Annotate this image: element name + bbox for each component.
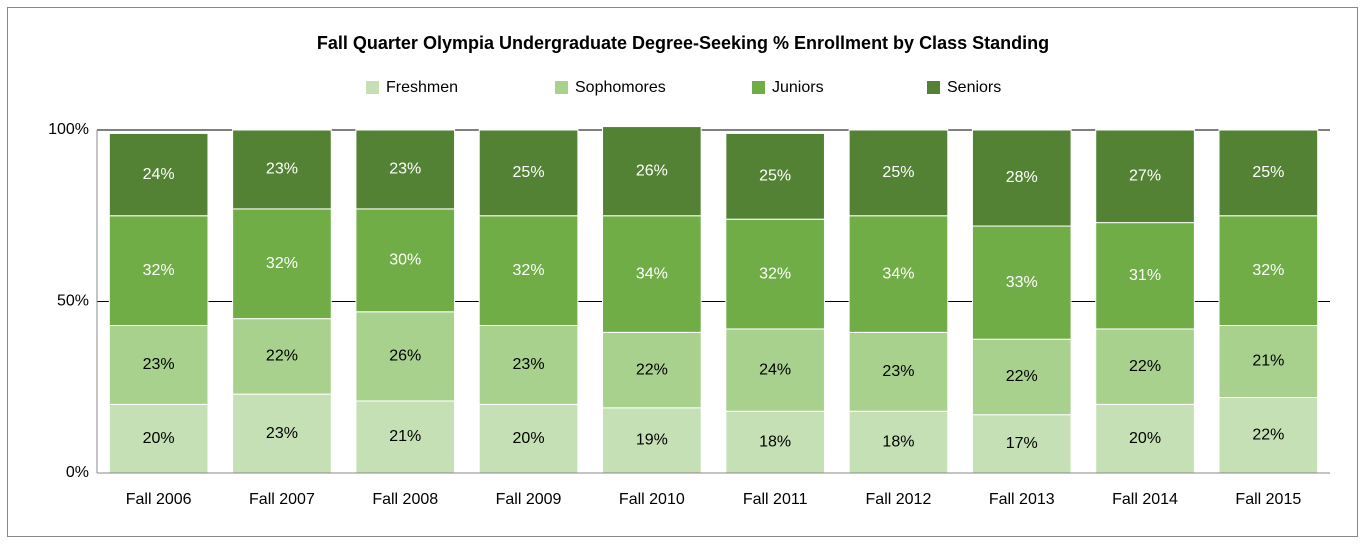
data-label: 19% — [636, 432, 668, 449]
x-tick-label: Fall 2012 — [866, 491, 932, 508]
bar-segment — [355, 208, 456, 313]
bar-segment — [355, 311, 456, 402]
bar-segment — [848, 129, 949, 217]
bar-segment — [602, 215, 702, 333]
bar-segment — [1218, 129, 1319, 217]
bar-segment — [478, 403, 579, 474]
bar-segment — [478, 325, 579, 405]
data-label: 18% — [759, 433, 791, 450]
bar-segment — [725, 132, 825, 220]
bar-segment — [725, 218, 825, 330]
y-tick-label: 50% — [57, 293, 89, 310]
x-tick-label: Fall 2013 — [989, 491, 1055, 508]
data-label: 20% — [513, 430, 545, 447]
bar-segment — [602, 407, 702, 474]
x-tick-label: Fall 2015 — [1235, 491, 1301, 508]
data-label: 25% — [513, 164, 545, 181]
bar-segment — [725, 328, 825, 412]
legend-label: Sophomores — [575, 79, 666, 96]
bar-segment — [108, 132, 209, 217]
data-label: 22% — [266, 348, 298, 365]
data-label: 27% — [1129, 168, 1161, 185]
y-tick-label: 0% — [66, 464, 89, 481]
data-label: 17% — [1006, 435, 1038, 452]
data-label: 25% — [882, 164, 914, 181]
bar-segment — [1218, 325, 1319, 399]
data-label: 33% — [1006, 274, 1038, 291]
bar-segment — [478, 215, 579, 327]
data-label: 28% — [1006, 169, 1038, 186]
legend-label: Seniors — [947, 79, 1001, 96]
data-label: 32% — [513, 262, 545, 279]
data-label: 21% — [1252, 353, 1284, 370]
data-label: 32% — [1252, 262, 1284, 279]
legend-swatch — [752, 81, 765, 94]
data-label: 22% — [1252, 426, 1284, 443]
data-label: 26% — [389, 348, 421, 365]
data-label: 20% — [1129, 430, 1161, 447]
bar-segment — [1218, 397, 1319, 474]
data-label: 25% — [1252, 164, 1284, 181]
data-label: 32% — [759, 265, 791, 282]
x-tick-label: Fall 2014 — [1112, 491, 1178, 508]
bar-segment — [232, 318, 332, 395]
legend-swatch — [366, 81, 379, 94]
data-label: 22% — [636, 361, 668, 378]
bar-segment — [108, 325, 209, 405]
x-tick-label: Fall 2006 — [126, 491, 192, 508]
bar-segment — [971, 225, 1072, 340]
bar-segment — [1095, 129, 1195, 224]
legend-swatch — [927, 81, 940, 94]
data-label: 34% — [882, 265, 914, 282]
bar-segment — [1095, 328, 1195, 405]
data-label: 24% — [759, 361, 791, 378]
data-label: 23% — [143, 356, 175, 373]
bar-segment — [971, 338, 1072, 416]
data-label: 34% — [636, 265, 668, 282]
bar-segment — [355, 129, 456, 210]
data-label: 31% — [1129, 267, 1161, 284]
data-label: 30% — [389, 252, 421, 269]
bar-segment — [232, 129, 332, 210]
y-tick-label: 100% — [48, 121, 89, 138]
bar-segment — [602, 331, 702, 409]
bar-segment — [1095, 403, 1195, 474]
data-label: 25% — [759, 168, 791, 185]
data-label: 22% — [1129, 358, 1161, 375]
data-label: 23% — [882, 363, 914, 380]
data-label: 23% — [266, 425, 298, 442]
x-tick-label: Fall 2009 — [496, 491, 562, 508]
data-label: 21% — [389, 428, 421, 445]
data-label: 23% — [266, 161, 298, 178]
data-label: 20% — [143, 430, 175, 447]
data-label: 32% — [143, 262, 175, 279]
legend-label: Freshmen — [386, 79, 458, 96]
bar-segment — [971, 129, 1072, 227]
data-label: 26% — [636, 162, 668, 179]
bar-segment — [848, 215, 949, 333]
bar-segment — [725, 410, 825, 474]
data-label: 18% — [882, 433, 914, 450]
data-label: 22% — [1006, 368, 1038, 385]
legend-swatch — [555, 81, 568, 94]
bar-segment — [1218, 215, 1319, 327]
x-tick-label: Fall 2007 — [249, 491, 315, 508]
x-tick-label: Fall 2011 — [743, 491, 808, 508]
bar-segment — [848, 410, 949, 474]
data-label: 32% — [266, 255, 298, 272]
bar-segment — [108, 215, 209, 327]
x-tick-label: Fall 2010 — [619, 491, 685, 508]
data-label: 24% — [143, 166, 175, 183]
x-tick-label: Fall 2008 — [372, 491, 438, 508]
chart-title: Fall Quarter Olympia Undergraduate Degre… — [317, 33, 1049, 53]
data-label: 23% — [389, 161, 421, 178]
bar-segment — [602, 126, 702, 217]
bar-segment — [478, 129, 579, 217]
bar-segment — [232, 208, 332, 320]
data-label: 23% — [513, 356, 545, 373]
legend-label: Juniors — [772, 79, 824, 96]
